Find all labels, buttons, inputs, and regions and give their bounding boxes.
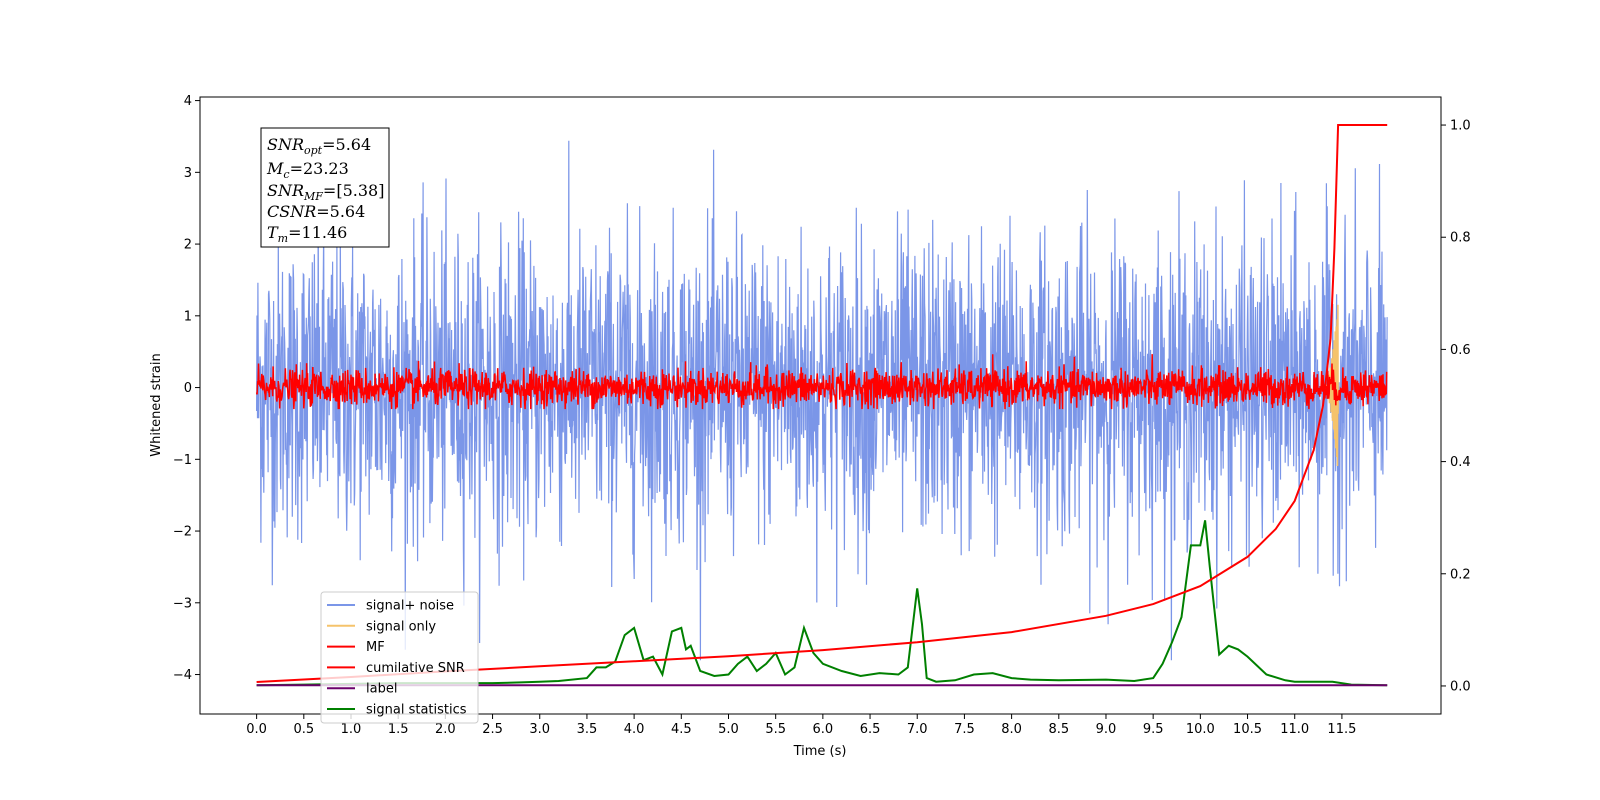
x-tick-label: 10.5 [1233,722,1262,737]
y-tick-label: 4 [184,94,192,109]
x-tick-label: 0.5 [293,722,314,737]
annotation-mc: Mc=23.23 [266,159,349,181]
x-tick-label: 3.5 [577,722,598,737]
annotation-mc-value: =23.23 [290,159,349,178]
y-tick-label: −4 [173,668,192,683]
y-tick-label: −1 [173,453,192,468]
x-tick-label: 5.5 [765,722,786,737]
secondary-y-axis: 1.0 0.8 0.6 0.4 0.2 0.0 [1441,119,1471,694]
legend-label: cumilative SNR [366,661,465,676]
y-tick-label: 1 [184,309,192,324]
x-tick-label: 8.0 [1001,722,1022,737]
annotation-tm: Tm=11.46 [267,223,347,245]
annotation-snr-mf-value: =[5.38] [323,181,385,200]
y-tick-label: −3 [173,596,192,611]
x-tick-label: 1.5 [388,722,409,737]
x-tick-label: 9.5 [1143,722,1164,737]
x-axis: 0.0 0.5 1.0 1.5 2.0 2.5 3.0 3.5 4.0 4.5 5.0 5.5 6.0 6… [246,714,1356,737]
annotation-mc-main: M [266,159,284,178]
x-tick-label: 1.0 [341,722,362,737]
annotation-tm-value: =11.46 [288,223,347,242]
legend-frame [320,591,479,724]
x-tick-label: 6.5 [860,722,881,737]
x-tick-label: 5.0 [718,722,739,737]
x-tick-label: 2.5 [482,722,503,737]
annotation-frame [260,127,390,248]
y-axis-title: Whitened strain [149,353,164,456]
legend-label: signal statistics [366,703,467,718]
x-tick-label: 4.5 [671,722,692,737]
y2-tick-label: 0.0 [1450,679,1471,694]
annotation-csnr: CSNR=5.64 [267,202,365,221]
y-axis: 4 3 2 1 0 −1 −2 −3 −4 [173,94,200,683]
y2-tick-label: 1.0 [1450,119,1471,134]
legend-label: label [366,682,397,697]
y-tick-label: 0 [184,381,192,396]
series-signal-statistics-line [256,520,1388,687]
x-tick-label: 3.0 [529,722,550,737]
annotation-box: SNRopt=5.64 Mc=23.23 SNRMF=[5.38] CSNR=5… [260,127,390,248]
x-tick-label: 0.0 [246,722,267,737]
y2-tick-label: 0.2 [1450,567,1471,582]
plot-frame [199,96,1442,715]
series-mf-line [255,354,1388,410]
legend-label: MF [366,640,385,655]
annotation-tm-sub: m [278,232,288,245]
annotation-tm-main: T [267,223,279,242]
annotation-csnr-value: =5.64 [316,202,365,221]
y2-tick-label: 0.6 [1450,343,1471,358]
y-tick-label: 3 [184,166,192,181]
y2-tick-label: 0.8 [1450,231,1471,246]
annotation-snr-opt: SNRopt=5.64 [267,135,371,157]
annotation-mc-sub: c [283,168,289,181]
annotation-csnr-main: CSNR [267,202,316,221]
legend: signal+ noise signal only MF cumilative SNR… [320,591,479,724]
x-tick-label: 6.0 [813,722,834,737]
annotation-snr-mf: SNRMF=[5.38] [267,181,384,203]
y-tick-label: −2 [173,525,192,540]
annotation-snr-opt-sub: opt [304,144,323,157]
x-axis-title: Time (s) [793,744,847,759]
x-tick-label: 2.0 [435,722,456,737]
y-tick-label: 2 [184,238,192,253]
x-tick-label: 7.0 [907,722,928,737]
annotation-snr-mf-sub: MF [303,190,323,203]
y2-tick-label: 0.4 [1450,455,1471,470]
x-tick-label: 8.5 [1048,722,1069,737]
x-tick-label: 10.0 [1186,722,1215,737]
annotation-snr-opt-main: SNR [267,135,304,154]
legend-label: signal+ noise [366,599,454,614]
x-tick-label: 11.0 [1280,722,1309,737]
x-tick-label: 7.5 [954,722,975,737]
series-cumulative-snr-line [256,124,1388,683]
annotation-snr-mf-main: SNR [267,181,304,200]
annotation-snr-opt-value: =5.64 [322,135,371,154]
legend-label: signal only [366,619,436,634]
x-tick-label: 11.5 [1327,722,1356,737]
x-tick-label: 4.0 [624,722,645,737]
x-tick-label: 9.0 [1096,722,1117,737]
